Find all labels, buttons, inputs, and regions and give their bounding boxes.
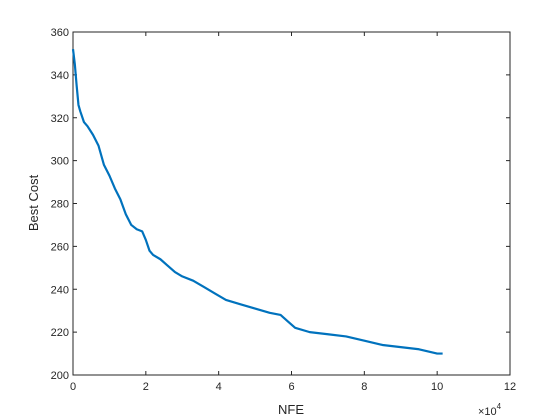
y-tick-label: 340 [51,70,69,82]
x-tick-label: 6 [288,381,294,393]
x-tick-label: 8 [361,381,367,393]
x-axis-label: NFE [278,402,304,417]
y-tick-label: 360 [51,27,69,39]
x-tick-label: 10 [431,381,443,393]
y-tick-label: 260 [51,241,69,253]
x-tick-label: 0 [70,381,76,393]
y-tick-label: 320 [51,113,69,125]
x-axis-exponent: ×104 [478,402,502,418]
y-tick-label: 220 [51,327,69,339]
plot-area [72,31,511,376]
x-tick-label: 12 [504,381,516,393]
y-tick-label: 200 [51,370,69,382]
x-axis-ticks: 0 2 4 6 8 10 12 [70,32,516,393]
x-tick-label: 2 [143,381,149,393]
y-tick-label: 280 [51,199,69,211]
y-axis-ticks: 200 220 240 260 280 300 320 340 360 [51,27,510,382]
y-axis-label: Best Cost [26,174,41,231]
y-tick-label: 240 [51,284,69,296]
x-tick-label: 4 [216,381,222,393]
y-tick-label: 300 [51,156,69,168]
x-axis-exponent-power: 4 [497,402,502,411]
series-line-best-cost [71,49,443,355]
x-axis-exponent-base: ×10 [478,406,497,418]
